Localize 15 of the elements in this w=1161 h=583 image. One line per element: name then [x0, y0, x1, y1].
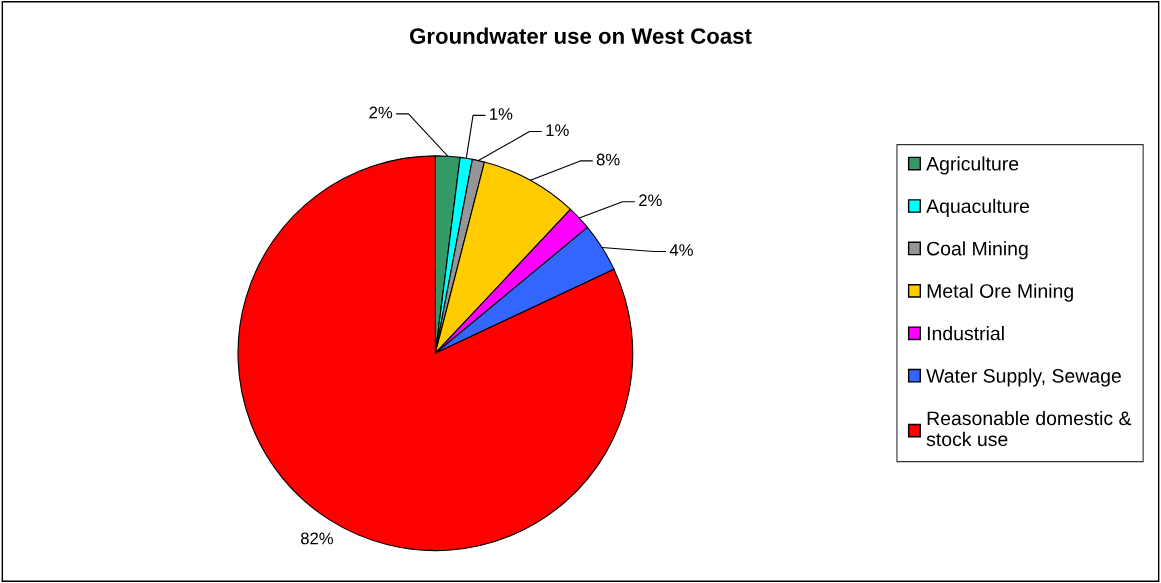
legend-label: Reasonable domestic & stock use: [926, 410, 1132, 447]
legend-label: Water Supply, Sewage: [926, 368, 1121, 387]
legend-label: Agriculture: [926, 156, 1019, 175]
data-label: 82%: [300, 532, 334, 545]
legend-label: Coal Mining: [927, 241, 1028, 260]
data-label: 4%: [669, 244, 693, 256]
chart-title: Groundwater use on West Coast: [409, 27, 752, 44]
data-label: 2%: [639, 194, 662, 207]
data-label: 1%: [490, 108, 513, 120]
data-label: 8%: [596, 153, 620, 166]
legend-label: Aquaculture: [926, 198, 1030, 217]
data-label: 2%: [369, 106, 393, 119]
data-label: 1%: [546, 124, 569, 136]
legend-label: Metal Ore Mining: [927, 283, 1073, 302]
legend-label: Industrial: [927, 326, 1004, 341]
